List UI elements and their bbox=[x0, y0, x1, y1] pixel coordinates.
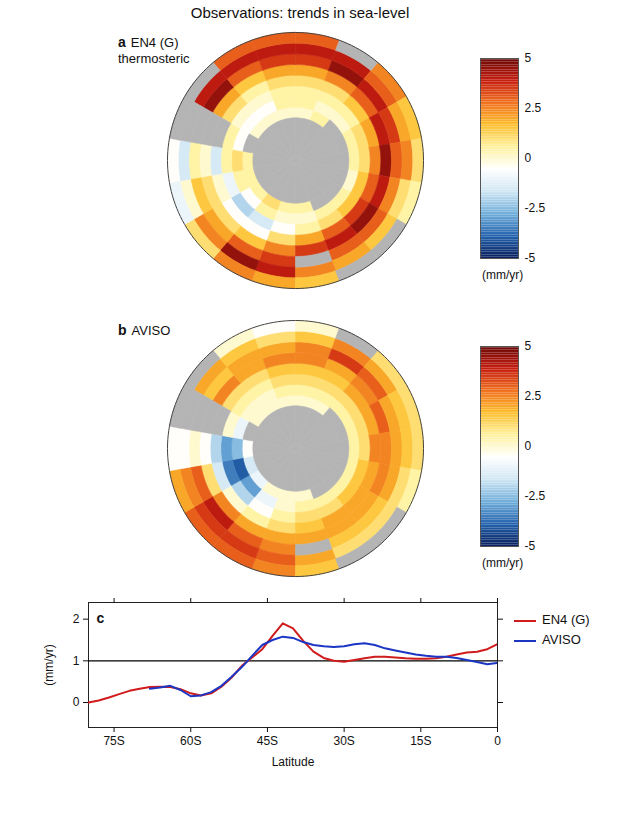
svg-text:60S: 60S bbox=[180, 734, 201, 748]
svg-text:15S: 15S bbox=[410, 734, 431, 748]
svg-text:1: 1 bbox=[73, 654, 80, 668]
svg-text:-5: -5 bbox=[525, 251, 536, 264]
svg-text:2.5: 2.5 bbox=[525, 389, 542, 403]
html-text:b AVISO: b AVISO bbox=[118, 322, 171, 338]
svg-text:0: 0 bbox=[525, 151, 532, 165]
svg-text:c: c bbox=[97, 610, 105, 626]
svg-text:Latitude: Latitude bbox=[272, 755, 315, 769]
svg-text:0: 0 bbox=[525, 439, 532, 453]
html-text:(mm/yr): (mm/yr) bbox=[482, 268, 524, 282]
svg-text:30S: 30S bbox=[333, 734, 354, 748]
svg-text:2: 2 bbox=[73, 612, 80, 626]
svg-text:5: 5 bbox=[525, 340, 532, 353]
svg-text:0: 0 bbox=[494, 734, 501, 748]
svg-text:-5: -5 bbox=[525, 539, 536, 552]
svg-text:(mm/yr): (mm/yr) bbox=[42, 644, 56, 685]
html-text:thermosteric: thermosteric bbox=[118, 51, 190, 66]
html-text:a EN4 (G): a EN4 (G) bbox=[118, 34, 179, 50]
html-text:EN4 (G): EN4 (G) bbox=[542, 612, 590, 627]
svg-text:-2.5: -2.5 bbox=[525, 201, 546, 215]
svg-text:0: 0 bbox=[73, 695, 80, 709]
html-text:AVISO: AVISO bbox=[542, 632, 581, 647]
svg-text:5: 5 bbox=[525, 52, 532, 65]
html-text:(mm/yr): (mm/yr) bbox=[482, 556, 524, 570]
svg-text:2.5: 2.5 bbox=[525, 101, 542, 115]
html-text:Observations: trends in sea-le: Observations: trends in sea-level bbox=[190, 4, 410, 21]
svg-text:75S: 75S bbox=[103, 734, 124, 748]
svg-text:45S: 45S bbox=[257, 734, 278, 748]
svg-text:-2.5: -2.5 bbox=[525, 489, 546, 503]
